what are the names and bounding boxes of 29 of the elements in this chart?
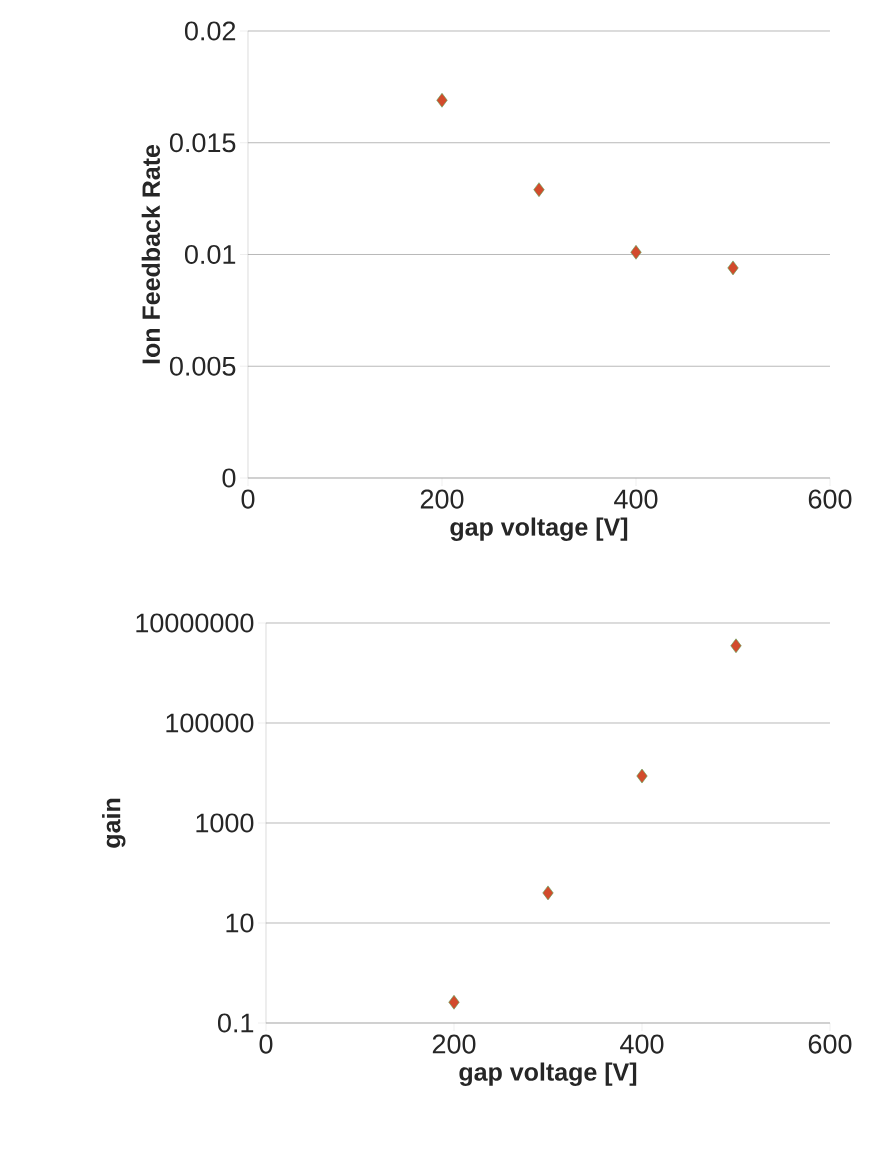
y-axis-title: gain xyxy=(102,798,126,848)
y-tick-label: 10000000 xyxy=(136,613,254,633)
y-axis-title: Ion Feedback Rate xyxy=(141,144,161,364)
point xyxy=(533,182,545,197)
point xyxy=(630,244,642,260)
x-tick-label: 400 xyxy=(614,489,658,509)
x-tick-label: 400 xyxy=(620,1034,664,1054)
y-tick-label: 0 xyxy=(222,468,236,488)
x-tick-label: 600 xyxy=(808,489,852,509)
y-tick-label: 0.02 xyxy=(184,21,236,41)
x-axis-title: gap voltage [V] xyxy=(450,517,628,541)
point xyxy=(730,638,742,654)
x-tick-label: 0 xyxy=(259,1034,273,1054)
x-tick-label: 200 xyxy=(432,1034,476,1054)
y-tick-label: 10 xyxy=(226,913,254,933)
point xyxy=(727,260,739,276)
x-tick-label: 600 xyxy=(808,1034,852,1054)
y-tick-label: 0.1 xyxy=(217,1013,254,1033)
y-tick-label: 100000 xyxy=(166,713,254,733)
point xyxy=(436,92,448,108)
y-tick-label: 0.005 xyxy=(169,356,236,376)
y-tick-label: 1000 xyxy=(196,813,254,833)
point xyxy=(636,768,648,784)
x-axis-title: gap voltage [V] xyxy=(459,1062,637,1086)
y-tick-label: 0.015 xyxy=(169,133,236,153)
point xyxy=(448,994,460,1010)
y-tick-label: 0.01 xyxy=(184,244,236,265)
x-tick-label: 200 xyxy=(420,489,464,509)
point xyxy=(542,885,554,901)
